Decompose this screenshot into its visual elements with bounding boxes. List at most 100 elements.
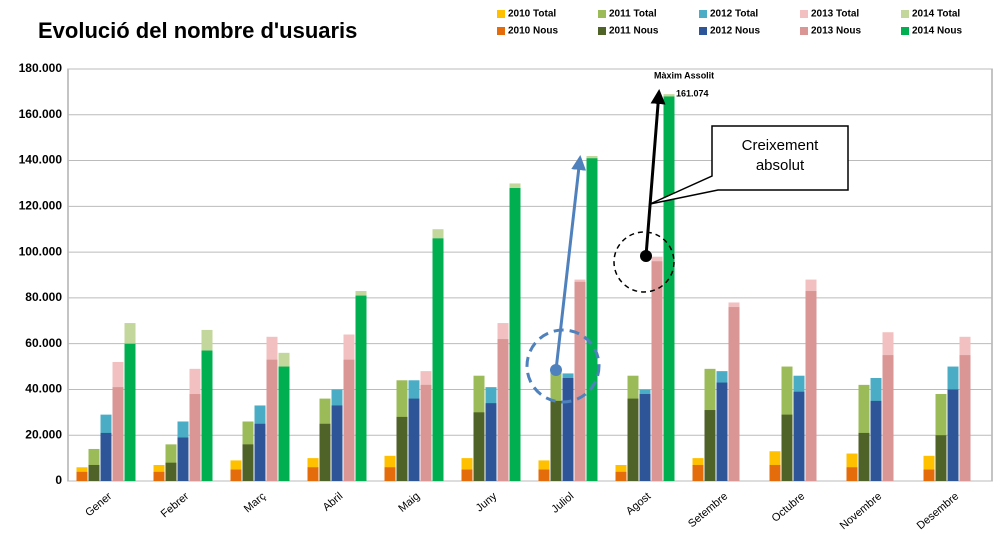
bar	[177, 437, 189, 481]
dashed-circle	[613, 231, 675, 293]
callout-box	[649, 125, 849, 205]
legend-swatch	[497, 27, 505, 35]
legend-swatch	[800, 27, 808, 35]
legend-label: 2013 Total	[811, 9, 859, 20]
bar	[124, 343, 136, 481]
bar	[870, 400, 882, 481]
bar	[935, 435, 947, 481]
bar	[408, 398, 420, 481]
bar	[230, 469, 242, 481]
legend-swatch	[598, 27, 606, 35]
bar	[343, 359, 355, 481]
x-tick-label: Juny	[474, 490, 500, 514]
legend-label: 2012 Nous	[710, 26, 760, 37]
annotation: 161.074	[676, 88, 709, 98]
x-tick-label: Setembre	[686, 490, 730, 530]
bar	[550, 400, 562, 481]
x-tick-label: Febrer	[159, 490, 192, 520]
y-tick-label: 80.000	[25, 290, 62, 304]
legend-label: 2010 Nous	[508, 26, 558, 37]
chart-title: Evolució del nombre d'usuaris	[38, 18, 357, 43]
bar	[882, 355, 894, 481]
bar	[473, 412, 485, 481]
bar	[793, 391, 805, 481]
bar	[769, 464, 781, 481]
bar	[562, 378, 574, 481]
y-tick-label: 120.000	[19, 199, 63, 213]
bar	[959, 355, 971, 481]
bar	[242, 444, 254, 481]
y-tick-label: 20.000	[25, 427, 62, 441]
bar	[266, 359, 278, 481]
bar	[278, 366, 290, 481]
x-tick-label: Octubre	[770, 490, 808, 524]
x-tick-label: Gener	[83, 490, 114, 519]
y-tick-label: 140.000	[19, 153, 63, 167]
callout-text: Creixement	[742, 137, 820, 154]
legend-swatch	[800, 10, 808, 18]
bar	[307, 467, 319, 481]
legend-label: 2014 Nous	[912, 26, 962, 37]
bar	[461, 469, 473, 481]
bar	[781, 414, 793, 481]
y-tick-label: 160.000	[19, 107, 63, 121]
legend-swatch	[598, 10, 606, 18]
legend-label: 2013 Nous	[811, 26, 861, 37]
legend-label: 2014 Total	[912, 9, 960, 20]
arrow	[554, 155, 587, 371]
bar	[331, 405, 343, 481]
bar	[384, 467, 396, 481]
bar	[947, 389, 959, 481]
bar	[201, 350, 213, 481]
bar	[165, 462, 177, 481]
bar	[100, 432, 112, 481]
arrow	[644, 89, 666, 257]
bar	[846, 467, 858, 481]
bar	[420, 384, 432, 481]
legend-label: 2011 Total	[609, 9, 657, 20]
bar	[355, 295, 367, 481]
bar	[716, 382, 728, 481]
legend-swatch	[901, 10, 909, 18]
x-tick-label: Desembre	[915, 490, 962, 532]
bar	[254, 423, 266, 481]
bar	[112, 387, 124, 481]
y-tick-label: 100.000	[19, 244, 63, 258]
x-tick-label: Maig	[396, 490, 422, 515]
legend-swatch	[699, 10, 707, 18]
bar	[627, 398, 639, 481]
bar	[923, 469, 935, 481]
bar	[153, 471, 165, 481]
bar	[651, 261, 663, 481]
x-tick-label: Abril	[321, 490, 346, 513]
annotation: Màxim Assolit	[654, 70, 714, 80]
bar	[805, 291, 817, 481]
x-tick-label: Novembre	[838, 490, 885, 532]
y-tick-label: 40.000	[25, 382, 62, 396]
bar	[396, 416, 408, 481]
bar	[692, 464, 704, 481]
dashed-circle	[525, 328, 601, 404]
legend-swatch	[901, 27, 909, 35]
legend-swatch	[699, 27, 707, 35]
bar	[586, 158, 598, 481]
bar	[485, 403, 497, 481]
bar	[574, 281, 586, 481]
legend-swatch	[497, 10, 505, 18]
legend-label: 2012 Total	[710, 9, 758, 20]
bar	[497, 339, 509, 481]
callout-text: absolut	[756, 157, 805, 174]
bar	[923, 455, 935, 481]
x-tick-label: Març	[242, 490, 269, 515]
bar	[858, 432, 870, 481]
x-tick-label: Juliol	[549, 490, 576, 515]
bar	[663, 96, 675, 481]
bar	[189, 394, 201, 481]
legend-label: 2010 Total	[508, 9, 556, 20]
bar	[639, 394, 651, 481]
y-tick-label: 180.000	[19, 61, 63, 75]
bar	[728, 307, 740, 481]
bar	[432, 238, 444, 481]
bar	[538, 469, 550, 481]
